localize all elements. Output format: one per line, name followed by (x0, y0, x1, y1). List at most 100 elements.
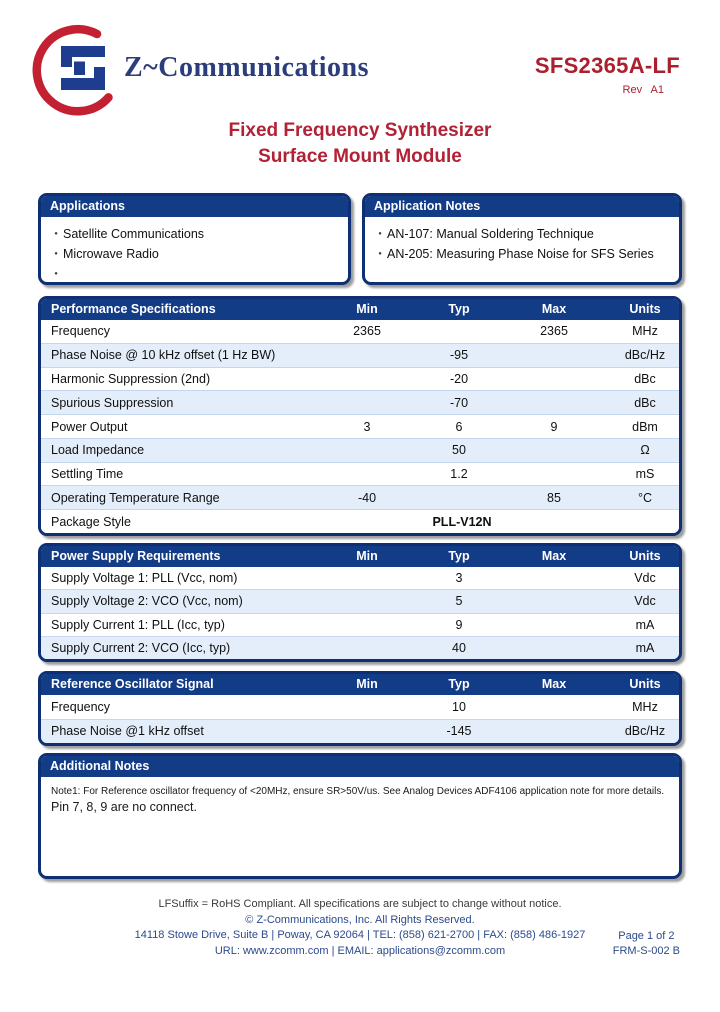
cell-units: Vdc (634, 594, 656, 609)
revision-label: Rev A1 (622, 84, 664, 96)
cell-units: dBc/Hz (624, 348, 666, 363)
cell-typ: 5 (455, 594, 463, 609)
list-item: ● (49, 264, 340, 282)
table-title: Performance Specifications (51, 302, 216, 316)
cell-units: dBc (634, 395, 656, 410)
list-item: ● AN-107: Manual Soldering Technique (373, 224, 671, 244)
performance-specs-table: Performance Specifications Min Typ Max U… (38, 296, 682, 536)
reference-oscillator-rows: Frequency 10 MHz Phase Noise @1 kHz offset -… (41, 695, 679, 743)
additional-notes-header: Additional Notes (41, 756, 679, 777)
cell-typ: 10 (452, 699, 466, 714)
cell-units: mS (635, 467, 655, 482)
cell-label: Supply Current 2: VCO (Icc, typ) (51, 640, 231, 655)
cell-label: Frequency (51, 324, 111, 339)
cell-typ: -145 (446, 724, 472, 739)
list-item-label: Microwave Radio (63, 247, 159, 261)
cell-label: Supply Current 1: PLL (Icc, typ) (51, 617, 225, 632)
table-row: Spurious Suppression -70 dBc (41, 390, 679, 415)
bullet-icon: ● (54, 271, 58, 277)
cell-max: 85 (547, 490, 561, 505)
col-typ: Typ (448, 549, 470, 563)
company-name: Z~Communications (124, 52, 370, 83)
table-row: Phase Noise @ 10 kHz offset (1 Hz BW) -95… (41, 342, 679, 367)
table-row: Operating Temperature Range -40 85 °C (41, 485, 679, 510)
col-max: Max (541, 677, 567, 691)
cell-label: Phase Noise @ 10 kHz offset (1 Hz BW) (51, 348, 276, 363)
cell-typ: -70 (449, 395, 469, 410)
title-line-2: Surface Mount Module (258, 146, 462, 167)
application-notes-header: Application Notes (365, 196, 679, 217)
list-item: ● AN-205: Measuring Phase Noise for SFS S… (373, 244, 671, 264)
table-row: Supply Current 2: VCO (Icc, typ) 40 mA (41, 635, 679, 659)
list-item-label: Satellite Communications (63, 227, 205, 241)
cell-label: Phase Noise @1 kHz offset (51, 724, 204, 739)
cell-units: MHz (632, 699, 658, 714)
footer-compliance: LFSuffix = RoHS Compliant. All specifica… (158, 898, 562, 910)
performance-specs-rows: Frequency 2365 2365 MHz Phase Noise @ 10 kHz… (41, 320, 679, 533)
part-block: SFS2365A-LF Rev A1 (535, 53, 680, 96)
col-units: Units (629, 302, 661, 316)
col-min: Min (356, 677, 378, 691)
additional-notes-box: Additional Notes Note1: For Reference os… (38, 753, 682, 879)
col-units: Units (629, 677, 661, 691)
power-supply-table: Power Supply Requirements Min Typ Max Un… (38, 543, 682, 662)
cell-units: mA (635, 640, 655, 655)
col-min: Min (356, 302, 378, 316)
list-item-label: AN-107: Manual Soldering Technique (387, 227, 594, 241)
additional-notes-body: Note1: For Reference oscillator frequenc… (41, 777, 679, 823)
cell-label: Harmonic Suppression (2nd) (51, 371, 211, 386)
table-title: Reference Oscillator Signal (51, 677, 214, 691)
cell-max: 9 (550, 419, 558, 434)
reference-oscillator-table: Reference Oscillator Signal Min Typ Max … (38, 671, 682, 746)
table-row: Power Output 3 6 9 dBm (41, 414, 679, 438)
cell-label: Package Style (51, 514, 131, 529)
cell-typ: -95 (449, 348, 469, 363)
table-row: Frequency 10 MHz (41, 695, 679, 719)
col-min: Min (356, 549, 378, 563)
reference-oscillator-header-row: Reference Oscillator Signal Min Typ Max … (41, 674, 679, 695)
col-max: Max (541, 302, 567, 316)
table-title: Power Supply Requirements (51, 549, 221, 563)
cell-label: Frequency (51, 699, 111, 714)
applications-list: ● Satellite Communications ● Microwave Radi… (41, 217, 348, 282)
cell-typ: 9 (455, 617, 463, 632)
cell-typ: -20 (449, 371, 469, 386)
col-units: Units (629, 549, 661, 563)
cell-label: Operating Temperature Range (51, 490, 220, 505)
table-row: Harmonic Suppression (2nd) -20 dBc (41, 366, 679, 391)
cell-max: 2365 (540, 324, 568, 339)
footer: LFSuffix = RoHS Compliant. All specifica… (0, 897, 720, 959)
cell-units: Vdc (634, 571, 656, 586)
cell-label: Supply Voltage 2: VCO (Vcc, nom) (51, 594, 243, 609)
table-row: Supply Voltage 1: PLL (Vcc, nom) 3 Vdc (41, 567, 679, 590)
cell-label: Settling Time (51, 467, 124, 482)
cell-units: mA (635, 617, 655, 632)
cell-units: Ω (640, 443, 650, 458)
cell-label: Load Impedance (51, 443, 145, 458)
bullet-icon: ● (54, 231, 58, 237)
cell-units: °C (637, 490, 653, 505)
cell-min: -40 (357, 490, 377, 505)
cell-label: Spurious Suppression (51, 395, 174, 410)
zcomm-logo-icon (28, 22, 130, 116)
footer-contact: URL: www.zcomm.com | EMAIL: applications… (214, 944, 506, 957)
cell-typ: 50 (452, 443, 466, 458)
cell-min: 3 (363, 419, 371, 434)
part-number: SFS2365A-LF (534, 53, 680, 78)
cell-typ: 1.2 (450, 467, 468, 482)
bullet-icon: ● (54, 251, 58, 257)
page-number: Page 1 of 2 (618, 930, 675, 942)
list-item-label: AN-205: Measuring Phase Noise for SFS Se… (387, 247, 654, 261)
col-typ: Typ (448, 677, 470, 691)
cell-units: dBc (634, 371, 656, 386)
performance-specs-header-row: Performance Specifications Min Typ Max U… (41, 299, 679, 320)
table-row: Supply Current 1: PLL (Icc, typ) 9 mA (41, 612, 679, 636)
title-line-1: Fixed Frequency Synthesizer (228, 120, 492, 141)
footer-right: Page 1 of 2 FRM-S-002 B (613, 929, 680, 959)
cell-label: Power Output (51, 419, 128, 434)
footer-address: 14118 Stowe Drive, Suite B | Poway, CA 9… (134, 929, 586, 941)
cell-units: dBm (632, 419, 658, 434)
document-title: Fixed Frequency Synthesizer Surface Moun… (0, 118, 720, 170)
cell-units: dBc/Hz (624, 724, 666, 739)
